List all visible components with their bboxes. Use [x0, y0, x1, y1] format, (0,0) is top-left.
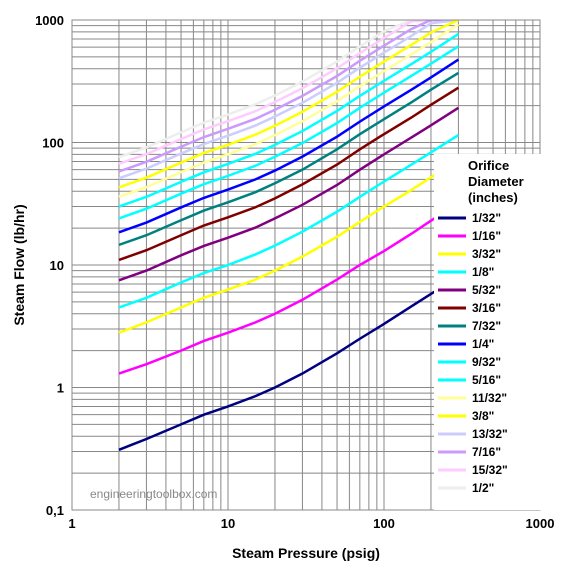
- legend-label: 13/32": [472, 427, 508, 441]
- legend-label: 9/32": [472, 355, 501, 369]
- legend-label: 1/4": [472, 337, 494, 351]
- watermark: engineeringtoolbox.com: [90, 487, 217, 501]
- legend-label: 5/16": [472, 373, 501, 387]
- legend-label: 5/32": [472, 283, 501, 297]
- y-axis-label: Steam Flow (lb/hr): [11, 204, 27, 325]
- x-tick-label: 1: [68, 516, 75, 531]
- legend-label: 1/8": [472, 265, 494, 279]
- legend-label: 7/32": [472, 319, 501, 333]
- legend: OrificeDiameter(inches)OrificeDiameter(i…: [432, 154, 556, 512]
- legend-label: 7/16": [472, 445, 501, 459]
- x-tick-label: 10: [221, 516, 235, 531]
- svg-text:Orifice: Orifice: [468, 158, 509, 173]
- legend-label: 11/32": [472, 391, 507, 405]
- chart-svg: 1 10 100 1000 0,1 1 10 100 1000 Steam Pressure (p…: [0, 0, 564, 581]
- steam-flow-chart: 1 10 100 1000 0,1 1 10 100 1000 Steam Pressure (p…: [0, 0, 564, 581]
- svg-text:(inches): (inches): [468, 190, 518, 205]
- legend-label: 15/32": [472, 463, 508, 477]
- legend-label: 3/16": [472, 301, 501, 315]
- y-tick-label: 0,1: [46, 503, 64, 518]
- x-tick-label: 100: [373, 516, 395, 531]
- legend-label: 1/32": [472, 211, 501, 225]
- legend-label: 3/8": [472, 409, 494, 423]
- y-tick-label: 10: [50, 258, 64, 273]
- y-tick-label: 1000: [35, 13, 64, 28]
- y-tick-label: 1: [57, 381, 64, 396]
- legend-label: 3/32": [472, 247, 501, 261]
- y-tick-label: 100: [42, 136, 64, 151]
- legend-label: 1/2": [472, 481, 494, 495]
- x-axis-label: Steam Pressure (psig): [232, 545, 380, 561]
- legend-label: 1/16": [472, 229, 501, 243]
- x-tick-label: 1000: [526, 516, 555, 531]
- svg-text:Diameter: Diameter: [468, 174, 524, 189]
